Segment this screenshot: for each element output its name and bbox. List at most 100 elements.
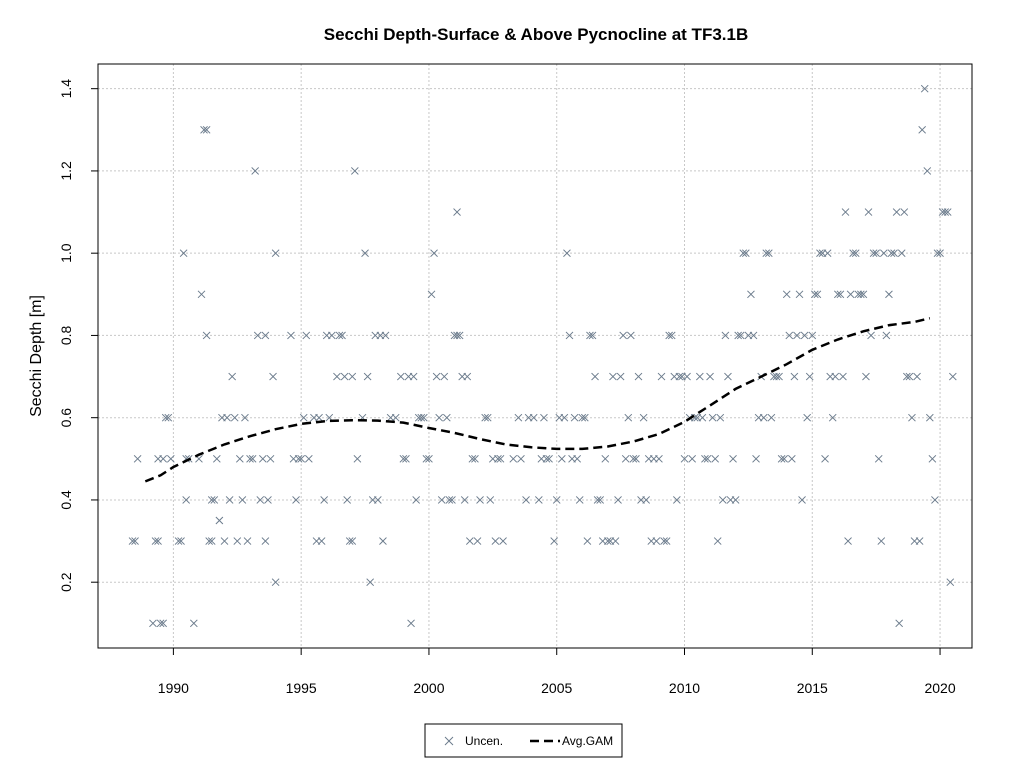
data-point [133, 454, 142, 463]
data-point [905, 372, 914, 381]
data-point [552, 496, 561, 504]
data-point [695, 372, 704, 381]
data-point [565, 331, 574, 340]
data-point [729, 454, 737, 463]
data-point [798, 496, 806, 504]
data-point [874, 454, 883, 463]
y-tick-label: 0.8 [58, 325, 74, 345]
data-point [248, 454, 257, 463]
data-point [563, 249, 571, 258]
data-point [299, 413, 308, 422]
data-point [890, 249, 898, 258]
x-tick-label: 2005 [541, 680, 572, 696]
x-tick-label: 2015 [797, 680, 828, 696]
data-point [253, 331, 262, 340]
avg-gam-line [144, 316, 931, 483]
data-point [379, 537, 387, 545]
data-point [724, 372, 732, 381]
data-point [320, 496, 329, 504]
data-point [304, 454, 313, 463]
data-point [718, 496, 727, 504]
data-point [762, 249, 771, 258]
data-point [846, 290, 855, 299]
data-point [619, 331, 628, 340]
data-point [463, 372, 472, 381]
data-point [215, 516, 224, 525]
data-point [885, 290, 893, 299]
data-point [915, 537, 924, 545]
y-tick-label: 1.2 [58, 161, 74, 181]
x-tick-label: 2000 [413, 680, 444, 696]
data-point [928, 454, 937, 463]
data-point [629, 454, 638, 463]
legend-gam-label: Avg.GAM [562, 734, 613, 748]
y-tick-label: 0.2 [58, 572, 74, 592]
y-tick-label: 0.4 [58, 490, 74, 510]
data-point [683, 372, 691, 381]
data-point [782, 290, 791, 299]
data-point [767, 413, 776, 422]
data-point [159, 454, 168, 463]
y-axis-title: Secchi Depth [m] [28, 295, 45, 417]
data-point [200, 125, 208, 134]
data-point [672, 496, 681, 504]
data-point [264, 496, 272, 504]
data-point [872, 249, 881, 258]
data-point [736, 331, 745, 340]
data-point [862, 372, 870, 381]
data-point [941, 208, 950, 216]
data-point [361, 249, 369, 258]
data-point [156, 619, 165, 628]
data-point [261, 537, 270, 545]
data-point [496, 454, 505, 463]
data-point [777, 454, 786, 463]
data-point [667, 331, 676, 340]
data-point [166, 454, 175, 463]
data-point [652, 537, 661, 545]
data-point [241, 413, 249, 422]
data-point [343, 496, 352, 504]
data-point [759, 413, 768, 422]
data-point [626, 331, 635, 340]
data-point [795, 290, 804, 299]
data-point [297, 454, 306, 463]
data-point [578, 413, 587, 422]
data-point [348, 537, 357, 545]
data-point [522, 496, 530, 504]
x-tick-label: 2010 [669, 680, 700, 696]
data-point [448, 496, 456, 504]
data-point [634, 372, 643, 381]
data-point [164, 413, 173, 422]
data-point [780, 454, 789, 463]
data-point [573, 454, 582, 463]
data-point [266, 454, 275, 463]
data-point [614, 496, 622, 504]
data-point [785, 331, 794, 340]
data-point [243, 537, 252, 545]
data-point [701, 454, 709, 463]
data-point [800, 331, 809, 340]
data-point [287, 331, 295, 340]
data-point [437, 496, 446, 504]
data-point [703, 454, 712, 463]
data-point [465, 537, 474, 545]
data-point [713, 537, 722, 545]
data-point [639, 413, 648, 422]
data-point [177, 537, 185, 545]
data-point [205, 537, 214, 545]
data-point [856, 290, 865, 299]
data-point [179, 249, 188, 258]
data-point [340, 372, 349, 381]
data-point [225, 496, 234, 504]
data-point [731, 496, 740, 504]
data-point [823, 249, 832, 258]
data-point [662, 537, 671, 545]
data-point [197, 290, 206, 299]
data-point [517, 454, 525, 463]
data-point [251, 167, 260, 175]
y-axis-ticks: 0.2 0.4 0.6 0.8 1.0 1.2 1.4 [58, 79, 98, 592]
data-point [900, 208, 909, 216]
data-point [936, 249, 944, 258]
data-point [514, 413, 523, 422]
y-tick-label: 1.0 [58, 243, 74, 263]
